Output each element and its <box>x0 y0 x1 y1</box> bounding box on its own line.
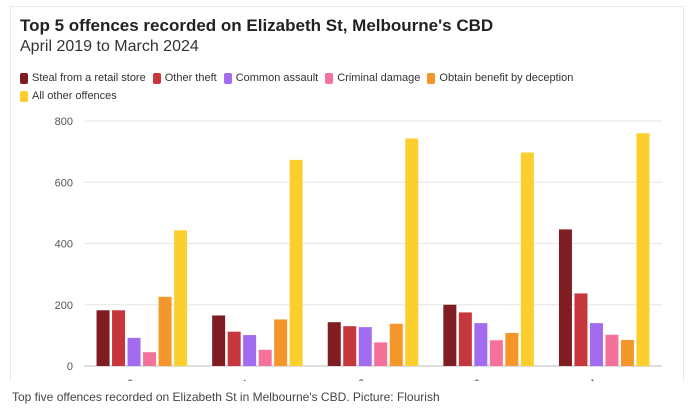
bar[interactable] <box>505 332 519 366</box>
bar[interactable] <box>605 334 619 366</box>
bar[interactable] <box>474 323 488 366</box>
bar[interactable] <box>558 229 572 366</box>
bar[interactable] <box>489 340 503 366</box>
bar[interactable] <box>620 339 634 366</box>
legend-swatch <box>325 72 334 84</box>
legend-swatch <box>152 72 161 84</box>
y-tick-label: 200 <box>55 300 73 312</box>
y-tick-label: 0 <box>67 361 73 373</box>
bar[interactable] <box>289 159 303 366</box>
y-tick-label: 600 <box>55 177 73 189</box>
bar[interactable] <box>574 293 588 366</box>
bar[interactable] <box>96 310 110 366</box>
legend-item[interactable]: Criminal damage <box>325 71 420 85</box>
legend-label: Steal from a retail store <box>32 72 146 84</box>
bar[interactable] <box>243 335 257 366</box>
bar[interactable] <box>389 323 403 366</box>
legend-item[interactable]: All other offences <box>20 89 117 103</box>
bar[interactable] <box>112 310 126 366</box>
bar[interactable] <box>405 138 419 366</box>
legend-swatch <box>223 72 232 84</box>
bar[interactable] <box>374 342 388 366</box>
legend-label: All other offences <box>32 90 117 102</box>
legend-label: Obtain benefit by deception <box>439 72 574 84</box>
legend-item[interactable]: Obtain benefit by deception <box>427 71 573 85</box>
bar[interactable] <box>227 331 241 366</box>
legend-item[interactable]: Common assault <box>223 71 319 85</box>
bar[interactable] <box>327 322 341 366</box>
bar[interactable] <box>174 230 188 366</box>
legend-item[interactable]: Steal from a retail store <box>20 71 146 85</box>
legend-label: Common assault <box>235 72 319 84</box>
bar[interactable] <box>443 304 457 366</box>
chart-subtitle: April 2019 to March 2024 <box>20 38 199 55</box>
bar[interactable] <box>143 352 157 366</box>
legend-item[interactable]: Other theft <box>152 71 217 85</box>
bar[interactable] <box>258 349 272 366</box>
bar[interactable] <box>158 296 172 366</box>
bar[interactable] <box>343 326 357 366</box>
bar[interactable] <box>458 312 472 366</box>
legend-swatch <box>427 72 436 84</box>
legend-label: Criminal damage <box>337 72 421 84</box>
legend-label: Other theft <box>164 72 217 84</box>
bar[interactable] <box>274 319 288 366</box>
caption-background <box>0 381 692 412</box>
chart-title: Top 5 offences recorded on Elizabeth St,… <box>20 16 494 35</box>
bar[interactable] <box>520 152 534 366</box>
bar[interactable] <box>636 133 650 366</box>
bar[interactable] <box>212 315 226 366</box>
image-caption: Top five offences recorded on Elizabeth … <box>12 390 440 404</box>
legend-swatch <box>20 90 28 102</box>
y-tick-label: 800 <box>55 116 73 128</box>
legend-swatch <box>20 72 28 84</box>
chart-legend: Steal from a retail store Other theft Comm… <box>20 71 600 103</box>
bar[interactable] <box>589 323 603 366</box>
bar[interactable] <box>358 327 372 366</box>
y-tick-label: 400 <box>55 239 73 251</box>
bar[interactable] <box>127 337 141 366</box>
